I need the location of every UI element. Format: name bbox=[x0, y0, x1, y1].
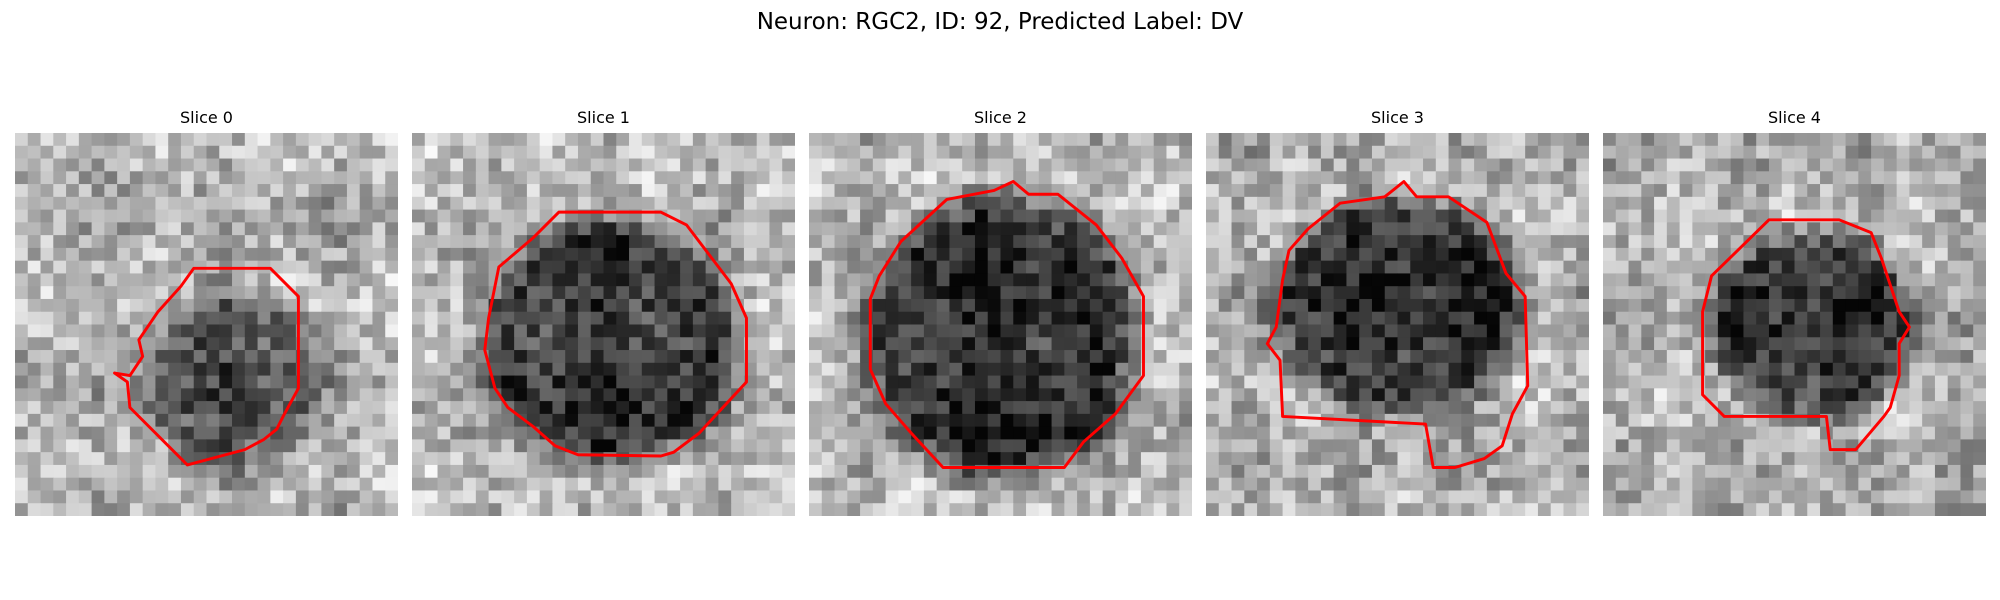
roi-contour bbox=[1265, 180, 1530, 469]
slice-image-1 bbox=[412, 133, 795, 516]
slice-panel-3: Slice 3 bbox=[1206, 108, 1589, 516]
slice-panel-0: Slice 0 bbox=[15, 108, 398, 516]
slice-panel-1: Slice 1 bbox=[412, 108, 795, 516]
figure-title: Neuron: RGC2, ID: 92, Predicted Label: D… bbox=[756, 9, 1244, 35]
slice-panel-2: Slice 2 bbox=[809, 108, 1192, 516]
slice-image-2 bbox=[809, 133, 1192, 516]
roi-contour bbox=[868, 180, 1145, 469]
roi-contour bbox=[1701, 218, 1911, 452]
slice-title-1: Slice 1 bbox=[577, 108, 630, 127]
roi-contour bbox=[113, 266, 300, 467]
slice-image-4 bbox=[1603, 133, 1986, 516]
slice-title-2: Slice 2 bbox=[974, 108, 1027, 127]
slice-title-0: Slice 0 bbox=[180, 108, 233, 127]
slice-image-0 bbox=[15, 133, 398, 516]
roi-contour bbox=[483, 210, 748, 458]
slice-title-4: Slice 4 bbox=[1768, 108, 1821, 127]
slice-title-3: Slice 3 bbox=[1371, 108, 1424, 127]
slice-panel-4: Slice 4 bbox=[1603, 108, 1986, 516]
slice-image-3 bbox=[1206, 133, 1589, 516]
